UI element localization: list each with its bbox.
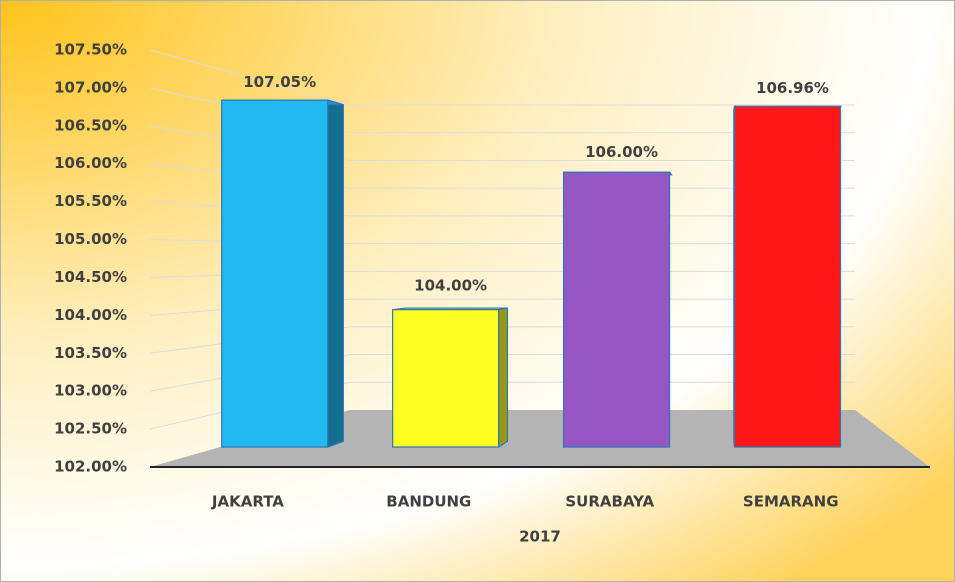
y-tick-label: 107.50% <box>54 41 127 59</box>
y-tick-label: 106.50% <box>54 116 127 134</box>
bar-side <box>498 307 509 449</box>
y-tick-label: 107.00% <box>54 78 127 96</box>
bar <box>221 99 329 448</box>
y-tick-label: 104.00% <box>54 306 127 324</box>
x-tick-label: JAKARTA <box>211 493 284 511</box>
bar-side <box>327 99 344 448</box>
x-axis-label: 2017 <box>519 528 561 546</box>
grid-line <box>149 298 855 316</box>
value-label: 107.05% <box>243 73 316 91</box>
grid-line <box>149 49 855 106</box>
grid-line <box>149 354 855 392</box>
value-label: 106.96% <box>756 79 829 97</box>
grid-line <box>149 326 855 354</box>
grid-line <box>149 239 855 245</box>
grid-line <box>149 201 855 217</box>
grid-line <box>149 87 855 134</box>
grid-line <box>149 270 855 278</box>
y-tick-label: 103.50% <box>54 344 127 362</box>
y-tick-label: 102.50% <box>54 420 127 438</box>
x-tick-label: SURABAYA <box>565 493 654 511</box>
y-tick-label: 102.00% <box>54 458 127 476</box>
y-tick-label: 103.00% <box>54 382 127 400</box>
bar <box>562 171 671 448</box>
bar <box>733 105 842 448</box>
value-label: 106.00% <box>585 143 658 161</box>
y-tick-label: 105.00% <box>54 230 127 248</box>
grid-line <box>149 125 855 161</box>
y-tick-label: 104.50% <box>54 268 127 286</box>
grid-line <box>149 163 855 189</box>
value-label: 104.00% <box>414 277 487 295</box>
y-tick-label: 105.50% <box>54 192 127 210</box>
grid-line <box>149 381 855 430</box>
y-tick-label: 106.00% <box>54 154 127 172</box>
x-tick-label: SEMARANG <box>743 493 839 511</box>
x-tick-label: BANDUNG <box>386 493 471 511</box>
bar <box>392 309 500 448</box>
